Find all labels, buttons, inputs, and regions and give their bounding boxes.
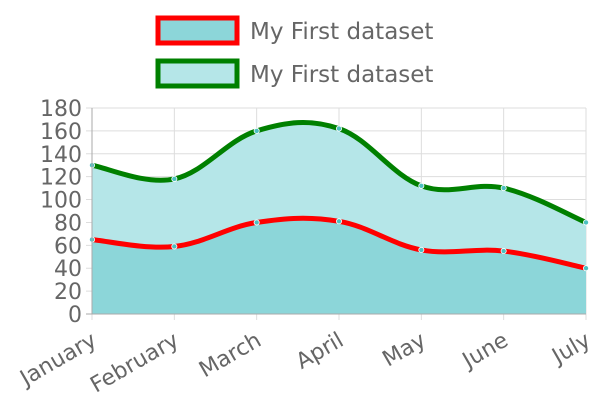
data-point-2-6 (500, 185, 507, 192)
area-fills (92, 122, 586, 314)
y-tick-label: 0 (68, 303, 82, 328)
data-point-2-3 (253, 127, 260, 134)
x-tick-label: July (546, 328, 595, 370)
data-point-2-4 (335, 125, 342, 132)
legend: My First dataset My First dataset (155, 15, 433, 89)
y-tick-label: 80 (54, 211, 82, 236)
y-tick-label: 100 (40, 189, 82, 214)
x-tick-label: June (457, 328, 513, 375)
axes (86, 108, 586, 315)
y-tick-label: 60 (54, 234, 82, 259)
data-point-2-7 (583, 219, 590, 226)
x-tick-label: February (86, 328, 183, 398)
data-point-1-6 (500, 248, 507, 255)
legend-item-2: My First dataset (155, 58, 433, 89)
data-point-1-3 (253, 219, 260, 226)
legend-label: My First dataset (250, 62, 433, 88)
data-point-1-2 (171, 243, 178, 250)
y-tick-label: 160 (40, 120, 82, 145)
data-point-1-5 (418, 246, 425, 253)
y-tick-label: 140 (40, 143, 82, 168)
y-tick-label: 180 (40, 97, 82, 122)
legend-item-1: My First dataset (155, 15, 433, 46)
area-series-1 (92, 218, 586, 314)
x-tick-label: March (195, 328, 266, 383)
y-tick-label: 20 (54, 280, 82, 305)
legend-swatch (155, 15, 240, 46)
legend-swatch (155, 58, 240, 89)
legend-label: My First dataset (250, 19, 433, 45)
data-point-2-2 (171, 175, 178, 182)
data-point-1-7 (583, 265, 590, 272)
y-tick-label: 120 (40, 166, 82, 191)
data-point-1-4 (335, 218, 342, 225)
x-tick-label: May (378, 328, 430, 372)
data-point-2-5 (418, 182, 425, 189)
x-tick-label: January (15, 328, 101, 392)
x-tick-label: April (292, 328, 348, 375)
y-tick-label: 40 (54, 257, 82, 282)
